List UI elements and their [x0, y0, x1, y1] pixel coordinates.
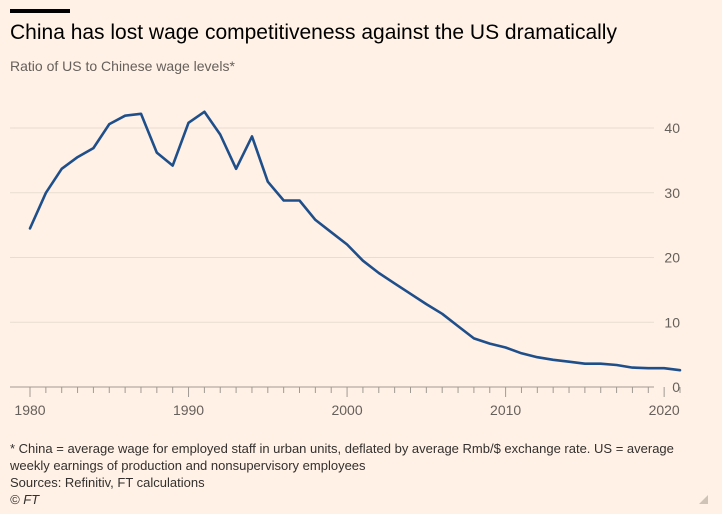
sources-text: Sources: Refinitiv, FT calculations	[10, 475, 205, 490]
series-line-0	[28, 110, 682, 372]
x-tick-label-2010: 2010	[490, 402, 521, 418]
chart-title: China has lost wage competitiveness agai…	[10, 21, 617, 44]
footnote-text: * China = average wage for employed staf…	[10, 441, 674, 473]
line-chart: 0 10 20 30 40 1980 1990 2000 2010 2020	[10, 110, 682, 418]
chart-subtitle: Ratio of US to Chinese wage levels*	[10, 58, 235, 74]
ft-top-bar	[10, 9, 70, 13]
y-tick-label-40: 40	[664, 120, 680, 136]
x-tick-label-2020: 2020	[649, 402, 680, 418]
x-tick-label-2000: 2000	[331, 402, 362, 418]
y-tick-label-0: 0	[672, 379, 680, 395]
y-tick-label-30: 30	[664, 185, 680, 201]
x-tick-label-1980: 1980	[14, 402, 45, 418]
x-tick-label-1990: 1990	[173, 402, 204, 418]
y-tick-label-20: 20	[664, 250, 680, 266]
resize-handle-icon	[699, 495, 708, 504]
y-tick-label-10: 10	[664, 314, 680, 330]
copyright-text: © FT	[10, 492, 40, 507]
chart-footnote: * China = average wage for employed staf…	[10, 440, 700, 508]
